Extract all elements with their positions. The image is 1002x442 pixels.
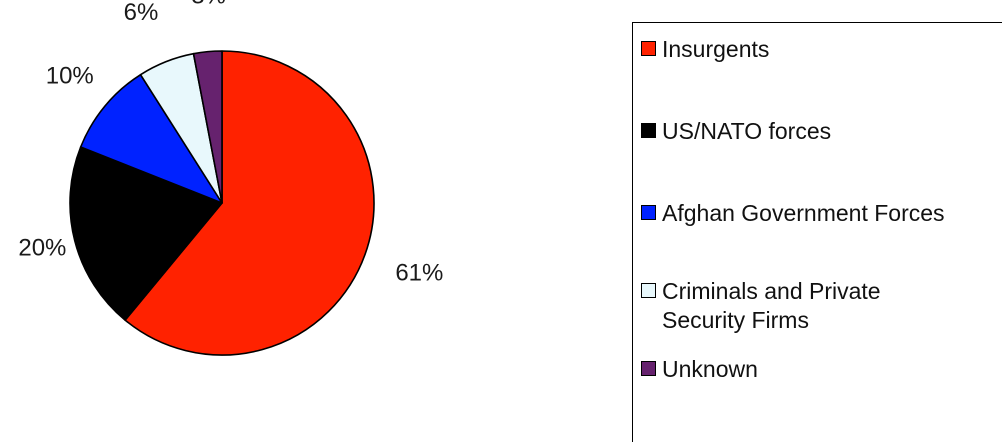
pie-slice-afghan-government-forces — [79, 73, 223, 204]
legend-label-unknown: Unknown — [662, 356, 758, 382]
legend-label-us-nato-forces: US/NATO forces — [662, 118, 832, 144]
pie-slices — [69, 50, 375, 356]
pie-chart-canvas: 61% 20% 10% 6% 3% — [18, 0, 443, 356]
legend-label-afghan-government-forces: Afghan Government Forces — [662, 200, 945, 226]
legend: Insurgents US/NATO forces Afghan Governm… — [632, 22, 1002, 442]
legend-item-criminals-private-security: Criminals and Private Security Firms — [641, 277, 962, 335]
pie-slice-us-nato-forces — [69, 146, 223, 321]
pie-chart: 61% 20% 10% 6% 3% Insurgents US/NATO forces … — [18, 0, 1002, 442]
pie-slice-unknown — [192, 50, 223, 204]
legend-label-criminals-private-security: Criminals and Private Security Firms — [662, 278, 881, 333]
pie-label-us-nato-forces: 20% — [18, 234, 66, 261]
legend-item-us-nato-forces: US/NATO forces — [641, 117, 831, 146]
pie-label-criminals-and-private-security-firms: 6% — [124, 0, 159, 26]
legend-swatch-insurgents — [641, 41, 656, 56]
pie-slice-insurgents — [124, 50, 375, 356]
legend-swatch-unknown — [641, 361, 656, 376]
legend-label-insurgents: Insurgents — [662, 36, 770, 62]
pie-percentage-labels: 61% 20% 10% 6% 3% — [18, 0, 443, 286]
legend-swatch-afghan-government-forces — [641, 205, 656, 220]
pie-label-unknown: 3% — [191, 0, 226, 10]
legend-swatch-us-nato-forces — [641, 123, 656, 138]
pie-label-insurgents: 61% — [395, 259, 443, 286]
legend-item-afghan-government-forces: Afghan Government Forces — [641, 199, 945, 228]
legend-item-unknown: Unknown — [641, 355, 758, 384]
legend-item-insurgents: Insurgents — [641, 35, 769, 64]
pie-label-afghan-government-forces: 10% — [46, 62, 94, 89]
legend-swatch-criminals-private-security — [641, 283, 656, 298]
